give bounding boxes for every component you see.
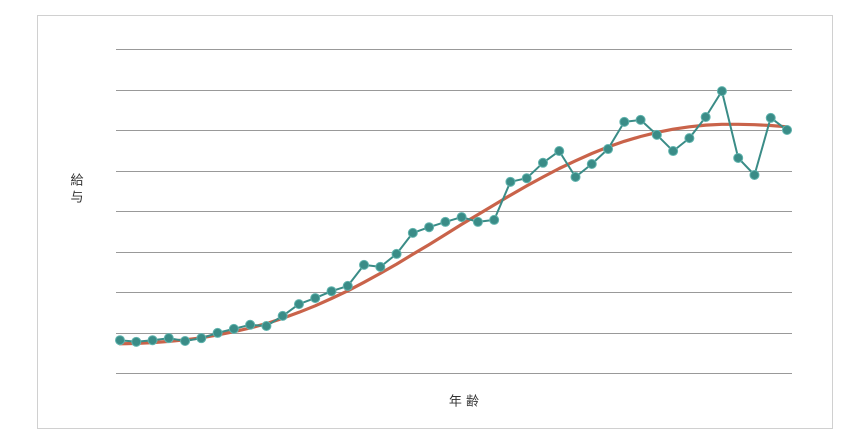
data-point [407,227,418,238]
data-point [359,259,370,270]
data-point [651,129,662,140]
data-point [684,133,695,144]
data-point [326,286,337,297]
data-point [782,125,792,135]
data-point [554,146,565,157]
data-point [440,216,451,227]
data-point [293,299,304,310]
data-point [147,335,158,346]
data-point [277,310,288,321]
data-point [391,248,402,259]
data-point [163,333,174,344]
data-point [456,212,467,223]
data-point [212,327,223,338]
x-axis-label: 年 齢 [449,395,479,410]
chart-frame [37,15,833,429]
y-axis-label: 給与 [68,173,84,207]
data-point [765,112,776,123]
data-point [472,216,483,227]
data-point [537,157,548,168]
data-point [716,86,727,97]
data-point [700,112,711,123]
data-point [505,176,516,187]
data-point [668,146,679,157]
data-point [521,173,532,184]
data-point [619,116,630,127]
data-point [180,336,191,347]
data-point [586,159,597,170]
data-point [570,171,581,182]
data-point [749,169,760,180]
data-point [733,152,744,163]
plot-area [115,86,792,347]
data-point [131,336,142,347]
data-point [228,323,239,334]
data-point [603,144,614,155]
data-point [115,335,125,346]
data-point [635,114,646,125]
data-point [261,321,272,332]
data-point [375,261,386,272]
data-point [489,214,500,225]
data-point [245,319,256,330]
data-point [310,293,321,304]
data-point [196,333,207,344]
data-point [342,280,353,291]
data-point [424,222,435,233]
